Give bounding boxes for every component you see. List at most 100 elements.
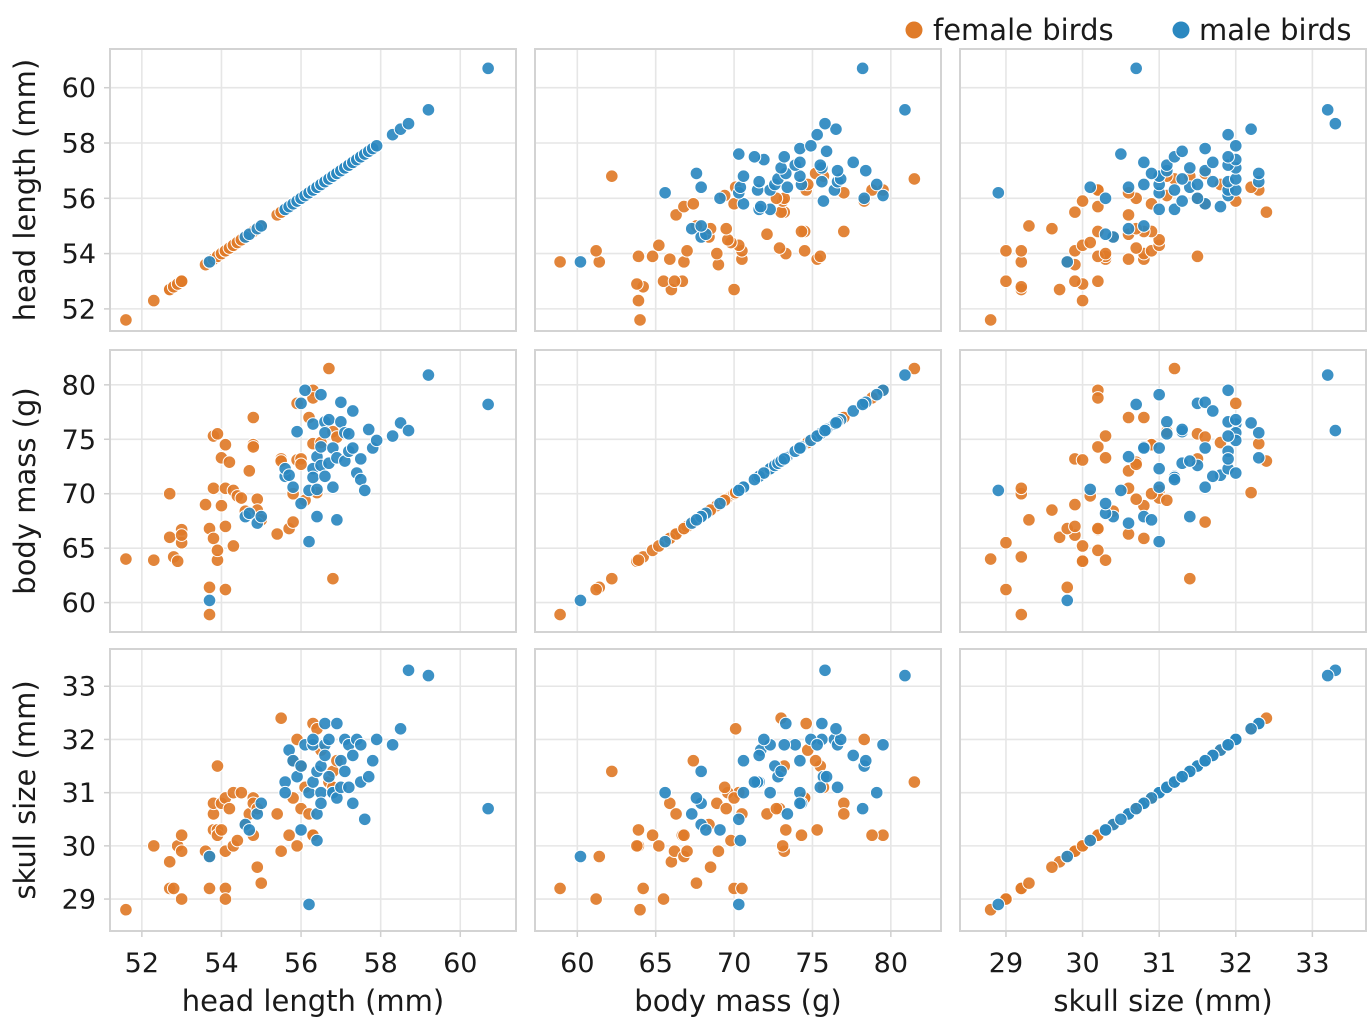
data-point bbox=[166, 881, 181, 896]
data-point bbox=[119, 552, 133, 566]
data-point bbox=[170, 554, 185, 569]
data-point bbox=[1205, 155, 1220, 170]
data-point bbox=[711, 257, 726, 272]
data-point bbox=[658, 534, 672, 549]
data-point bbox=[747, 150, 762, 164]
data-point bbox=[1221, 127, 1235, 142]
x-tick-label: 56 bbox=[284, 948, 318, 979]
data-point bbox=[808, 753, 823, 768]
data-point bbox=[162, 530, 177, 545]
x-tick-label: 58 bbox=[363, 948, 397, 979]
data-point bbox=[1121, 221, 1136, 236]
data-point bbox=[322, 412, 336, 427]
data-point bbox=[318, 425, 332, 440]
data-point bbox=[218, 582, 233, 597]
data-point bbox=[1213, 199, 1228, 214]
data-point bbox=[898, 668, 912, 683]
data-point bbox=[290, 839, 304, 853]
data-point bbox=[361, 769, 376, 784]
data-point bbox=[1014, 481, 1029, 496]
data-point bbox=[573, 255, 588, 269]
data-point bbox=[677, 828, 691, 843]
x-tick-label: 60 bbox=[560, 948, 594, 979]
x-tick-label: 60 bbox=[443, 948, 477, 979]
data-point bbox=[686, 197, 701, 211]
data-point bbox=[1152, 441, 1166, 455]
panel-frame bbox=[534, 648, 942, 932]
data-point bbox=[898, 368, 912, 382]
data-point bbox=[318, 716, 332, 731]
data-point bbox=[330, 716, 344, 731]
data-point bbox=[198, 497, 213, 512]
data-point bbox=[728, 722, 743, 736]
data-point bbox=[202, 881, 217, 896]
data-point bbox=[830, 163, 845, 178]
data-point bbox=[799, 716, 813, 731]
data-point bbox=[652, 238, 666, 253]
panel-mass-vs-skull bbox=[959, 349, 1367, 633]
legend-marker-female bbox=[905, 21, 923, 39]
data-point bbox=[858, 753, 873, 768]
data-point bbox=[318, 748, 332, 763]
data-point bbox=[605, 571, 619, 586]
data-point bbox=[991, 483, 1006, 498]
panel-head-vs-skull bbox=[959, 48, 1367, 332]
data-point bbox=[779, 823, 793, 837]
data-point bbox=[174, 274, 189, 289]
x-tick-label: 80 bbox=[874, 948, 908, 979]
data-point bbox=[1098, 553, 1113, 567]
series-male bbox=[202, 663, 495, 912]
data-point bbox=[589, 582, 603, 597]
data-point bbox=[837, 224, 851, 239]
data-point bbox=[1228, 138, 1243, 153]
data-point bbox=[1205, 469, 1220, 484]
data-point bbox=[719, 221, 734, 236]
data-point bbox=[1129, 397, 1143, 412]
data-point bbox=[736, 753, 751, 768]
panel-frame bbox=[109, 48, 517, 332]
data-point bbox=[1091, 440, 1105, 454]
data-point bbox=[234, 785, 249, 800]
data-point bbox=[780, 807, 795, 821]
data-point bbox=[230, 833, 245, 848]
y-axis-label-mass: body mass (g) bbox=[8, 387, 42, 594]
data-point bbox=[1244, 485, 1258, 500]
y-tick-label: 29 bbox=[62, 885, 96, 916]
data-point bbox=[146, 553, 161, 567]
data-point bbox=[1114, 483, 1128, 498]
data-point bbox=[250, 860, 265, 874]
data-point bbox=[357, 812, 372, 827]
data-point bbox=[310, 482, 324, 497]
data-point bbox=[174, 892, 189, 906]
data-point bbox=[294, 396, 308, 411]
data-point bbox=[999, 582, 1013, 597]
data-point bbox=[330, 513, 344, 527]
data-point bbox=[1121, 516, 1136, 530]
panel-head-vs-head: 52 54 56 58 60 bbox=[62, 48, 517, 332]
legend-label-female: female birds bbox=[933, 13, 1114, 47]
data-point bbox=[898, 103, 912, 117]
data-point bbox=[1098, 429, 1113, 443]
series-male bbox=[991, 663, 1343, 912]
data-point bbox=[346, 748, 360, 763]
data-point bbox=[711, 844, 726, 858]
x-tick-label: 54 bbox=[204, 948, 238, 979]
data-point bbox=[1228, 466, 1243, 480]
data-point bbox=[421, 368, 436, 382]
data-point bbox=[810, 737, 824, 752]
data-point bbox=[793, 441, 807, 455]
data-point bbox=[999, 535, 1013, 550]
data-point bbox=[658, 185, 672, 200]
data-point bbox=[999, 244, 1013, 258]
panel-skull-vs-skull: 29 30 31 32 33 bbox=[959, 648, 1367, 979]
data-point bbox=[1098, 450, 1113, 465]
data-point bbox=[1052, 530, 1067, 545]
data-point bbox=[819, 144, 834, 159]
data-point bbox=[1183, 161, 1197, 175]
data-point bbox=[713, 191, 727, 206]
data-point bbox=[1183, 509, 1197, 524]
data-point bbox=[346, 441, 360, 455]
y-tick-label: 58 bbox=[62, 129, 96, 160]
data-point bbox=[846, 404, 861, 418]
